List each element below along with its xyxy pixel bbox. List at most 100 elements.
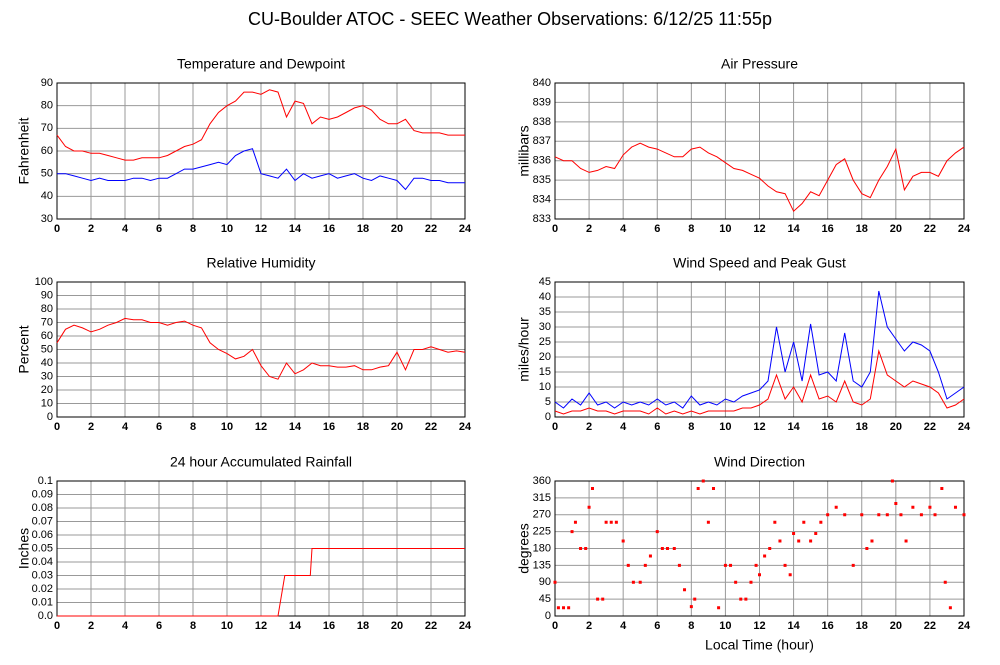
x-tick-label: 10 (719, 620, 731, 632)
data-point (631, 580, 635, 584)
x-tick-label: 20 (391, 223, 403, 235)
y-tick-label: 10 (539, 381, 551, 393)
x-tick-label: 22 (425, 223, 437, 235)
x-tick-label: 8 (688, 223, 694, 235)
data-point (614, 520, 618, 524)
data-point (734, 580, 738, 584)
data-point (604, 520, 608, 524)
plot-frame (554, 480, 965, 617)
data-point (894, 502, 898, 505)
data-point (573, 520, 577, 524)
data-point (677, 563, 681, 567)
y-tick-label: 0.0 (38, 610, 53, 622)
x-tick-label: 14 (289, 620, 302, 632)
y-tick-label: 40 (41, 357, 53, 369)
plot-frame (554, 82, 965, 220)
data-point (711, 487, 715, 490)
x-tick-label: 16 (822, 223, 834, 235)
data-point (596, 597, 600, 601)
panel-title: Wind Speed and Peak Gust (673, 255, 846, 271)
y-tick-label: 45 (539, 276, 551, 288)
data-point (826, 513, 830, 517)
x-tick-label: 12 (255, 620, 267, 632)
data-point (899, 513, 903, 517)
y-tick-label: 25 (539, 336, 551, 348)
data-point (638, 580, 642, 584)
y-tick-label: 835 (533, 174, 551, 186)
data-point (648, 554, 652, 558)
y-tick-label: 360 (533, 475, 551, 487)
data-point (885, 513, 889, 517)
data-point (706, 520, 710, 524)
x-tick-label: 2 (586, 620, 592, 632)
data-point (660, 547, 664, 550)
x-tick-label: 0 (54, 421, 60, 433)
data-point (744, 597, 748, 601)
x-tick-label: 24 (958, 620, 971, 632)
data-point (788, 573, 792, 577)
x-tick-label: 10 (719, 223, 731, 235)
y-tick-label: 80 (41, 100, 53, 112)
data-line (554, 290, 965, 409)
data-line (57, 148, 465, 191)
data-point (768, 547, 772, 550)
y-axis-label: millibars (516, 125, 532, 176)
main-title: CU-Boulder ATOC - SEEC Weather Observati… (248, 9, 772, 29)
x-tick-label: 14 (787, 421, 800, 433)
data-point (943, 580, 947, 584)
panel-title: Temperature and Dewpoint (177, 56, 345, 72)
data-point (834, 505, 838, 509)
data-point (911, 505, 915, 509)
x-tick-label: 18 (856, 620, 868, 632)
data-line (56, 317, 466, 380)
data-point (717, 606, 721, 610)
x-tick-label: 0 (54, 223, 60, 235)
y-tick-label: 100 (35, 276, 53, 288)
x-tick-label: 24 (459, 421, 472, 433)
plot-frame (56, 82, 466, 220)
y-tick-label: 0.08 (32, 502, 53, 514)
y-tick-label: 60 (41, 145, 53, 157)
x-tick-label: 22 (425, 620, 437, 632)
x-tick-label: 2 (586, 421, 592, 433)
x-tick-label: 16 (323, 620, 335, 632)
y-tick-label: 40 (41, 190, 53, 202)
y-tick-label: 30 (41, 213, 53, 225)
x-tick-label: 4 (620, 223, 627, 235)
y-tick-label: 0.03 (32, 569, 53, 581)
x-tick-label: 12 (255, 223, 267, 235)
data-point (953, 505, 957, 509)
data-point (819, 520, 823, 524)
data-point (584, 547, 588, 550)
x-tick-label: 24 (958, 421, 971, 433)
x-tick-label: 6 (156, 421, 162, 433)
data-point (860, 513, 864, 517)
data-point (556, 606, 560, 610)
data-point (814, 532, 818, 535)
y-tick-label: 180 (533, 542, 551, 554)
data-point (919, 513, 923, 517)
x-tick-label: 10 (221, 620, 233, 632)
data-point (570, 530, 574, 534)
x-tick-label: 6 (654, 620, 660, 632)
y-tick-label: 270 (533, 509, 551, 521)
y-tick-label: 5 (545, 396, 551, 408)
y-tick-label: 90 (539, 576, 551, 588)
x-tick-label: 6 (156, 223, 162, 235)
panel-title: 24 hour Accumulated Rainfall (170, 454, 352, 470)
x-tick-label: 18 (357, 223, 369, 235)
x-tick-label: 20 (890, 223, 902, 235)
x-tick-label: 10 (221, 421, 233, 433)
data-line (56, 89, 465, 161)
data-point (672, 547, 676, 550)
data-point (643, 563, 647, 567)
data-point (962, 513, 966, 517)
x-tick-label: 2 (88, 620, 94, 632)
x-tick-label: 2 (88, 421, 94, 433)
y-tick-label: 50 (41, 168, 53, 180)
x-tick-label: 0 (552, 421, 558, 433)
x-tick-label: 14 (787, 620, 800, 632)
y-tick-label: 838 (533, 116, 551, 128)
data-point (729, 563, 733, 567)
data-point (809, 539, 813, 543)
